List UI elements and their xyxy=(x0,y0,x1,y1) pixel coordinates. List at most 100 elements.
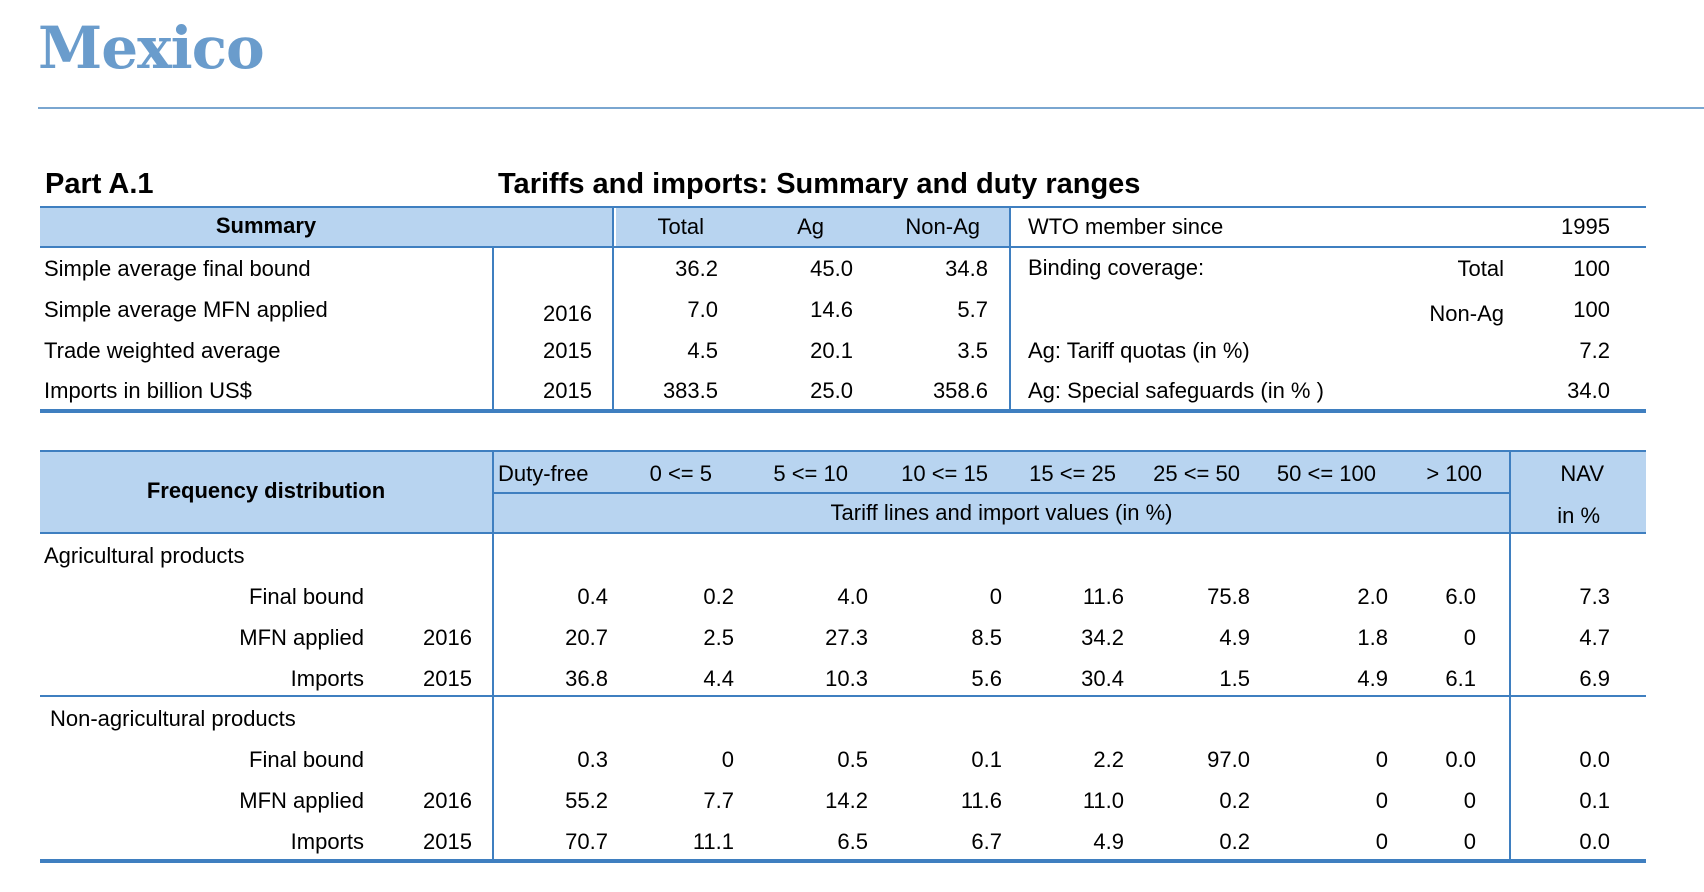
table-rule xyxy=(40,206,1646,208)
part-label: Part A.1 xyxy=(45,168,154,200)
cell-0-5: 11.1 xyxy=(692,829,734,854)
cell-50-100: 1.8 xyxy=(1357,625,1388,650)
cell-10-15: 6.7 xyxy=(971,829,1002,854)
column-divider xyxy=(612,208,614,409)
group-label-non-agricultural: Non-agricultural products xyxy=(50,706,296,731)
cell-50-100: 4.9 xyxy=(1357,666,1388,691)
cell-25-50: 0.2 xyxy=(1219,788,1250,813)
row-label: MFN applied xyxy=(239,788,364,813)
cell-50-100: 0 xyxy=(1375,788,1388,813)
summary-cell-ag: 45.0 xyxy=(810,256,853,281)
column-divider xyxy=(492,452,494,859)
page-title: Mexico xyxy=(38,14,265,82)
column-header-ag: Ag xyxy=(797,214,824,239)
cell-15-25: 2.2 xyxy=(1093,747,1124,772)
column-divider xyxy=(492,248,494,409)
summary-row-label: Trade weighted average xyxy=(44,338,281,363)
table-rule xyxy=(40,695,1646,697)
summary-cell-total: 383.5 xyxy=(662,378,718,403)
cell-nav: 4.7 xyxy=(1579,625,1610,650)
tariff-lines-subheader: Tariff lines and import values (in %) xyxy=(830,500,1173,525)
summary-cell-total: 7.0 xyxy=(687,297,718,322)
cell-25-50: 1.5 xyxy=(1219,666,1250,691)
summary-cell-nonag: 5.7 xyxy=(957,297,988,322)
summary-row-year: 2015 xyxy=(543,378,592,403)
cell-0-5: 4.4 xyxy=(703,666,734,691)
column-header-nonag: Non-Ag xyxy=(905,214,980,239)
summary-cell-ag: 20.1 xyxy=(810,338,853,363)
range-header: > 100 xyxy=(1426,461,1482,486)
cell-10-15: 0 xyxy=(989,584,1002,609)
cell-over-100: 0 xyxy=(1463,625,1476,650)
range-header: 50 <= 100 xyxy=(1276,461,1376,486)
cell-50-100: 0 xyxy=(1375,829,1388,854)
nav-header: NAV xyxy=(1560,461,1604,486)
binding-nonag-label: Non-Ag xyxy=(1429,301,1504,326)
table-rule xyxy=(494,492,1510,494)
summary-cell-ag: 25.0 xyxy=(810,378,853,403)
cell-nav: 0.0 xyxy=(1579,747,1610,772)
row-label: Imports xyxy=(290,666,364,691)
cell-15-25: 4.9 xyxy=(1093,829,1124,854)
cell-over-100: 0 xyxy=(1463,829,1476,854)
summary-cell-total: 4.5 xyxy=(687,338,718,363)
group-label-agricultural: Agricultural products xyxy=(44,543,245,568)
row-label: Final bound xyxy=(249,584,364,609)
tariff-quotas-label: Ag: Tariff quotas (in %) xyxy=(1028,338,1250,363)
special-safeguards-value: 34.0 xyxy=(1567,378,1610,403)
table-rule xyxy=(40,246,1646,248)
row-year: 2016 xyxy=(423,788,472,813)
range-header: 0 <= 5 xyxy=(649,461,712,486)
cell-nav: 6.9 xyxy=(1579,666,1610,691)
range-header: Duty-free xyxy=(498,461,589,486)
cell-50-100: 0 xyxy=(1375,747,1388,772)
cell-10-15: 8.5 xyxy=(971,625,1002,650)
summary-row-year: 2016 xyxy=(543,301,592,326)
cell-25-50: 75.8 xyxy=(1207,584,1250,609)
table-rule xyxy=(40,859,1646,863)
cell-duty-free: 20.7 xyxy=(565,625,608,650)
cell-5-10: 27.3 xyxy=(825,625,868,650)
tariff-quotas-value: 7.2 xyxy=(1579,338,1610,363)
row-label: Final bound xyxy=(249,747,364,772)
title-divider xyxy=(38,107,1704,109)
cell-15-25: 34.2 xyxy=(1081,625,1124,650)
cell-25-50: 0.2 xyxy=(1219,829,1250,854)
cell-5-10: 6.5 xyxy=(837,829,868,854)
summary-row-label: Imports in billion US$ xyxy=(44,378,252,403)
cell-5-10: 10.3 xyxy=(825,666,868,691)
cell-25-50: 4.9 xyxy=(1219,625,1250,650)
wto-member-label: WTO member since xyxy=(1028,214,1224,239)
cell-duty-free: 0.4 xyxy=(577,584,608,609)
cell-nav: 0.0 xyxy=(1579,829,1610,854)
cell-0-5: 7.7 xyxy=(703,788,734,813)
row-label: Imports xyxy=(290,829,364,854)
row-label: MFN applied xyxy=(239,625,364,650)
column-header-total: Total xyxy=(657,214,704,239)
column-divider xyxy=(1009,208,1011,409)
cell-over-100: 0.0 xyxy=(1445,747,1476,772)
table-rule xyxy=(40,532,1646,534)
cell-nav: 7.3 xyxy=(1579,584,1610,609)
cell-over-100: 0 xyxy=(1463,788,1476,813)
range-header: 25 <= 50 xyxy=(1153,461,1240,486)
cell-0-5: 2.5 xyxy=(703,625,734,650)
summary-row-year: 2015 xyxy=(543,338,592,363)
cell-5-10: 4.0 xyxy=(837,584,868,609)
column-divider xyxy=(1509,452,1511,859)
summary-header: Summary xyxy=(215,213,317,238)
row-year: 2016 xyxy=(423,625,472,650)
summary-cell-nonag: 358.6 xyxy=(932,378,988,403)
table-rule xyxy=(40,450,1646,452)
cell-10-15: 11.6 xyxy=(960,788,1002,813)
cell-duty-free: 70.7 xyxy=(565,829,608,854)
range-header: 15 <= 25 xyxy=(1029,461,1116,486)
section-title: Tariffs and imports: Summary and duty ra… xyxy=(498,168,1141,200)
cell-over-100: 6.0 xyxy=(1445,584,1476,609)
cell-5-10: 14.2 xyxy=(825,788,868,813)
wto-member-value: 1995 xyxy=(1561,214,1610,239)
cell-duty-free: 55.2 xyxy=(565,788,608,813)
table-rule xyxy=(40,409,1646,413)
cell-over-100: 6.1 xyxy=(1445,666,1476,691)
range-header: 10 <= 15 xyxy=(901,461,988,486)
